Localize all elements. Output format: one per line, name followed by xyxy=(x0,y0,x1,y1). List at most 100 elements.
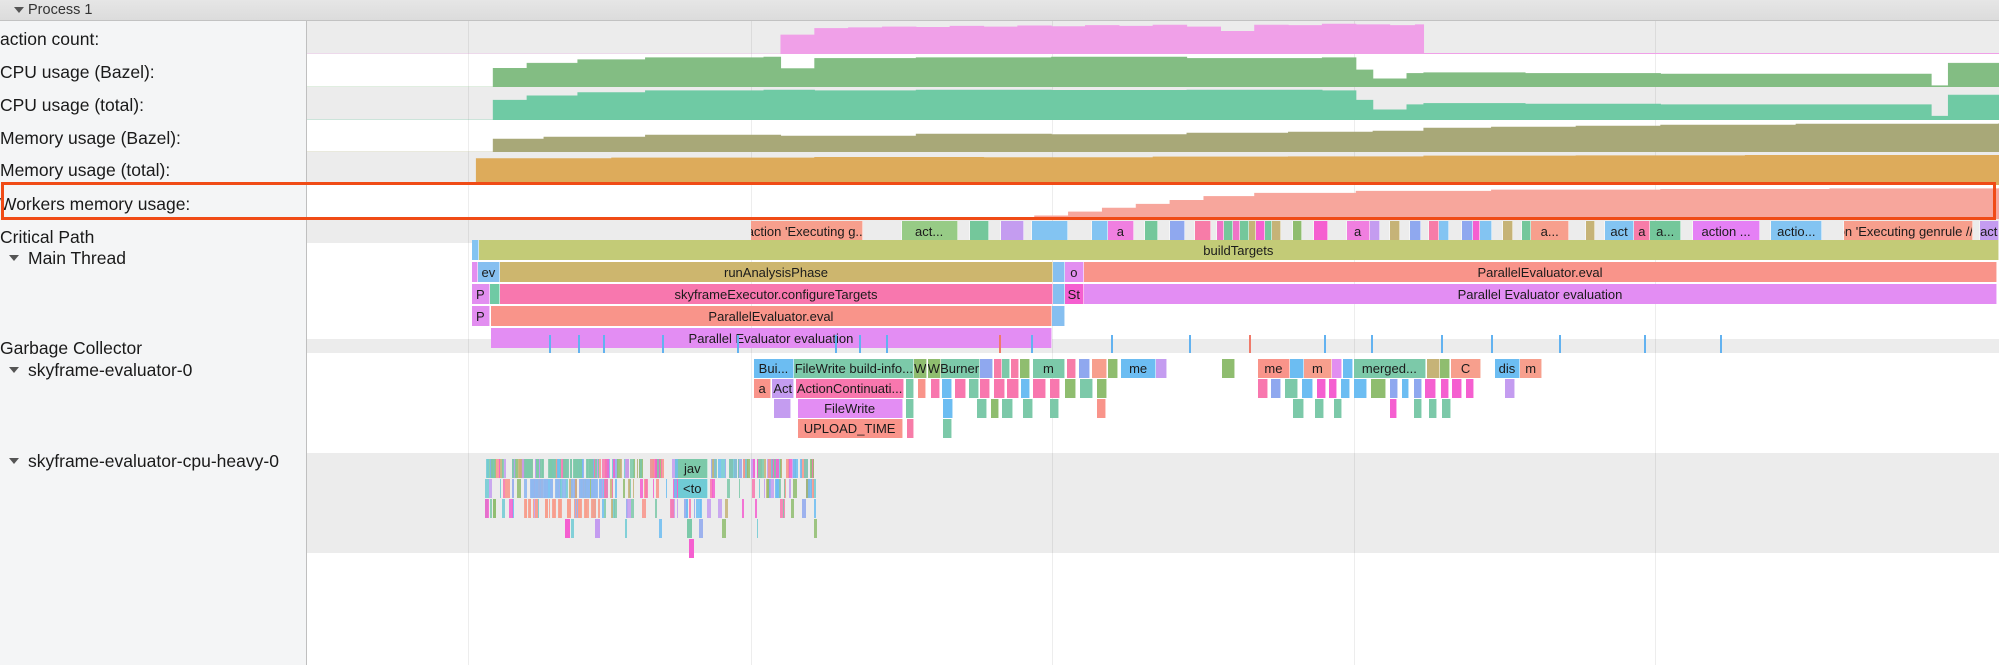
cpu-heavy-micro-slice[interactable] xyxy=(728,479,730,498)
skyframe-evaluator-0-d0-slice-c[interactable]: C xyxy=(1450,359,1482,378)
critical-path-slice[interactable] xyxy=(1521,221,1532,241)
cpu-heavy-micro-slice[interactable] xyxy=(496,459,501,478)
cpu-heavy-micro-slice[interactable] xyxy=(774,459,777,478)
critical-path-slice[interactable] xyxy=(1569,221,1587,241)
skyframe-evaluator-0-d1-slice[interactable] xyxy=(1452,379,1462,398)
skyframe-evaluator-0-d0-slice[interactable] xyxy=(1439,359,1450,378)
cpu-heavy-micro-slice[interactable] xyxy=(812,479,817,498)
sidebar-row-skyframe-evaluator-0[interactable]: skyframe-evaluator-0 xyxy=(0,361,307,380)
cpu-heavy-micro-slice[interactable] xyxy=(523,479,526,498)
cpu-heavy-micro-slice[interactable] xyxy=(595,479,598,498)
critical-path-slice[interactable] xyxy=(1264,221,1273,241)
cpu-heavy-micro-slice[interactable] xyxy=(739,479,740,498)
cpu-heavy-micro-slice[interactable] xyxy=(569,499,571,518)
skyframe-evaluator-0-d1-slice[interactable] xyxy=(1504,379,1516,398)
cpu-heavy-micro-slice[interactable] xyxy=(769,479,771,498)
cpu-heavy-micro-slice[interactable] xyxy=(574,479,577,498)
skyframe-evaluator-0-d1-slice[interactable] xyxy=(941,379,952,398)
cpu-heavy-micro-slice[interactable] xyxy=(572,459,576,478)
cpu-heavy-micro-slice[interactable] xyxy=(632,479,635,498)
skyframe-evaluator-0-d1-slice[interactable] xyxy=(980,379,990,398)
cpu-heavy-micro-slice[interactable] xyxy=(517,479,521,498)
cpu-heavy-micro-slice[interactable] xyxy=(530,479,533,498)
critical-path-slice[interactable] xyxy=(1210,221,1218,241)
cpu-heavy-micro-slice[interactable] xyxy=(645,479,648,498)
main-thread-d2-slice-skyframeexecutor-configuretargets[interactable]: skyframeExecutor.configureTargets xyxy=(499,284,1054,304)
gc-marker-9[interactable] xyxy=(1031,335,1034,353)
cpu-heavy-micro-slice[interactable] xyxy=(777,459,782,478)
cpu-heavy-micro-slice[interactable] xyxy=(617,459,621,478)
cpu-heavy-deep-slice-2[interactable] xyxy=(565,519,571,538)
skyframe-evaluator-0-d2-slice[interactable] xyxy=(990,399,1000,418)
cpu-heavy-slice--to[interactable]: <to xyxy=(677,479,708,498)
gc-marker-12[interactable] xyxy=(1249,335,1252,353)
critical-path-slice[interactable] xyxy=(1217,221,1225,241)
cpu-heavy-micro-slice[interactable] xyxy=(620,459,622,478)
main-thread-d0-slice[interactable] xyxy=(471,240,479,260)
critical-path-slice[interactable] xyxy=(1503,221,1513,241)
critical-path-slice-act[interactable]: act... xyxy=(901,221,958,241)
cpu-heavy-micro-slice[interactable] xyxy=(632,459,636,478)
cpu-heavy-micro-slice[interactable] xyxy=(737,459,742,478)
cpu-heavy-micro-slice[interactable] xyxy=(535,499,539,518)
cpu-heavy-micro-slice[interactable] xyxy=(652,459,657,478)
cpu-heavy-micro-slice[interactable] xyxy=(604,479,607,498)
cpu-heavy-micro-slice[interactable] xyxy=(604,459,609,478)
cpu-heavy-micro-slice[interactable] xyxy=(577,499,580,518)
main-thread-d2-slice[interactable] xyxy=(489,284,500,304)
skyframe-evaluator-0-d0-slice[interactable] xyxy=(1290,359,1304,378)
critical-path-slice[interactable] xyxy=(1822,221,1845,241)
cpu-heavy-micro-slice[interactable] xyxy=(486,459,490,478)
skyframe-evaluator-0-d0-slice[interactable] xyxy=(1010,359,1020,378)
critical-path-slice[interactable] xyxy=(1680,221,1693,241)
triangle-down-icon[interactable] xyxy=(9,367,19,373)
skyframe-evaluator-0-d0-slice[interactable] xyxy=(1156,359,1167,378)
skyframe-evaluator-0-d2-slice[interactable] xyxy=(905,399,915,418)
skyframe-evaluator-0-d0-slice[interactable] xyxy=(1222,359,1236,378)
cpu-heavy-micro-slice[interactable] xyxy=(518,459,523,478)
cpu-heavy-micro-slice[interactable] xyxy=(756,459,758,478)
cpu-heavy-micro-slice[interactable] xyxy=(558,499,561,518)
cpu-heavy-micro-slice[interactable] xyxy=(561,479,565,498)
critical-path-slice[interactable] xyxy=(862,221,902,241)
cpu-heavy-micro-slice[interactable] xyxy=(752,479,755,498)
skyframe-evaluator-0-d0-slice-w[interactable]: W xyxy=(927,359,941,378)
gc-marker-0[interactable] xyxy=(548,335,551,353)
skyframe-evaluator-0-d1-slice[interactable] xyxy=(1371,379,1387,398)
cpu-heavy-micro-slice[interactable] xyxy=(711,459,715,478)
main-thread-d2-slice-parallel-evaluator-evaluation[interactable]: Parallel Evaluator evaluation xyxy=(1083,284,1998,304)
skyframe-evaluator-0-d1-slice[interactable] xyxy=(1271,379,1281,398)
critical-path-slice[interactable] xyxy=(957,221,971,241)
skyframe-evaluator-0-d2-slice[interactable] xyxy=(977,399,988,418)
main-thread-d1-slice-runanalysisphase[interactable]: runAnalysisPhase xyxy=(499,262,1054,282)
critical-path-slice[interactable] xyxy=(1379,221,1390,241)
cpu-heavy-micro-slice[interactable] xyxy=(652,479,655,498)
critical-path-slice[interactable] xyxy=(1292,221,1302,241)
cpu-heavy-deep-slice-3[interactable] xyxy=(595,519,601,538)
cpu-heavy-micro-slice[interactable] xyxy=(799,459,803,478)
skyframe-evaluator-0-d1-slice[interactable] xyxy=(1007,379,1020,398)
skyframe-evaluator-0-d0-slice[interactable] xyxy=(1020,359,1031,378)
cpu-heavy-micro-slice[interactable] xyxy=(565,479,568,498)
skyframe-evaluator-0-d0-slice-m[interactable]: m xyxy=(1303,359,1333,378)
cpu-heavy-micro-slice[interactable] xyxy=(548,459,551,478)
critical-path-slice-action-executing-genrule-de[interactable]: action 'Executing genrule //de... xyxy=(1844,221,1973,241)
skyframe-evaluator-0-d2-slice[interactable] xyxy=(1022,399,1033,418)
triangle-down-icon[interactable] xyxy=(9,255,19,261)
cpu-heavy-micro-slice[interactable] xyxy=(553,459,556,478)
cpu-heavy-micro-slice[interactable] xyxy=(548,499,551,518)
cpu-heavy-micro-slice[interactable] xyxy=(549,479,552,498)
skyframe-evaluator-0-d1-slice[interactable] xyxy=(1413,379,1423,398)
cpu-heavy-micro-slice[interactable] xyxy=(721,459,726,478)
cpu-heavy-micro-slice[interactable] xyxy=(587,479,589,498)
cpu-heavy-micro-slice[interactable] xyxy=(755,499,757,518)
cpu-heavy-micro-slice[interactable] xyxy=(575,459,578,478)
cpu-heavy-micro-slice[interactable] xyxy=(548,459,553,478)
cpu-heavy-micro-slice[interactable] xyxy=(658,459,662,478)
skyframe-evaluator-0-d0-slice-m[interactable]: m xyxy=(1520,359,1543,378)
critical-path-slice[interactable] xyxy=(1280,221,1293,241)
skyframe-evaluator-0-d0-slice[interactable] xyxy=(1078,359,1091,378)
cpu-heavy-micro-slice[interactable] xyxy=(598,459,601,478)
cpu-heavy-micro-slice[interactable] xyxy=(758,479,761,498)
sidebar-row-cpu-usage-total[interactable]: CPU usage (total): xyxy=(0,96,307,115)
